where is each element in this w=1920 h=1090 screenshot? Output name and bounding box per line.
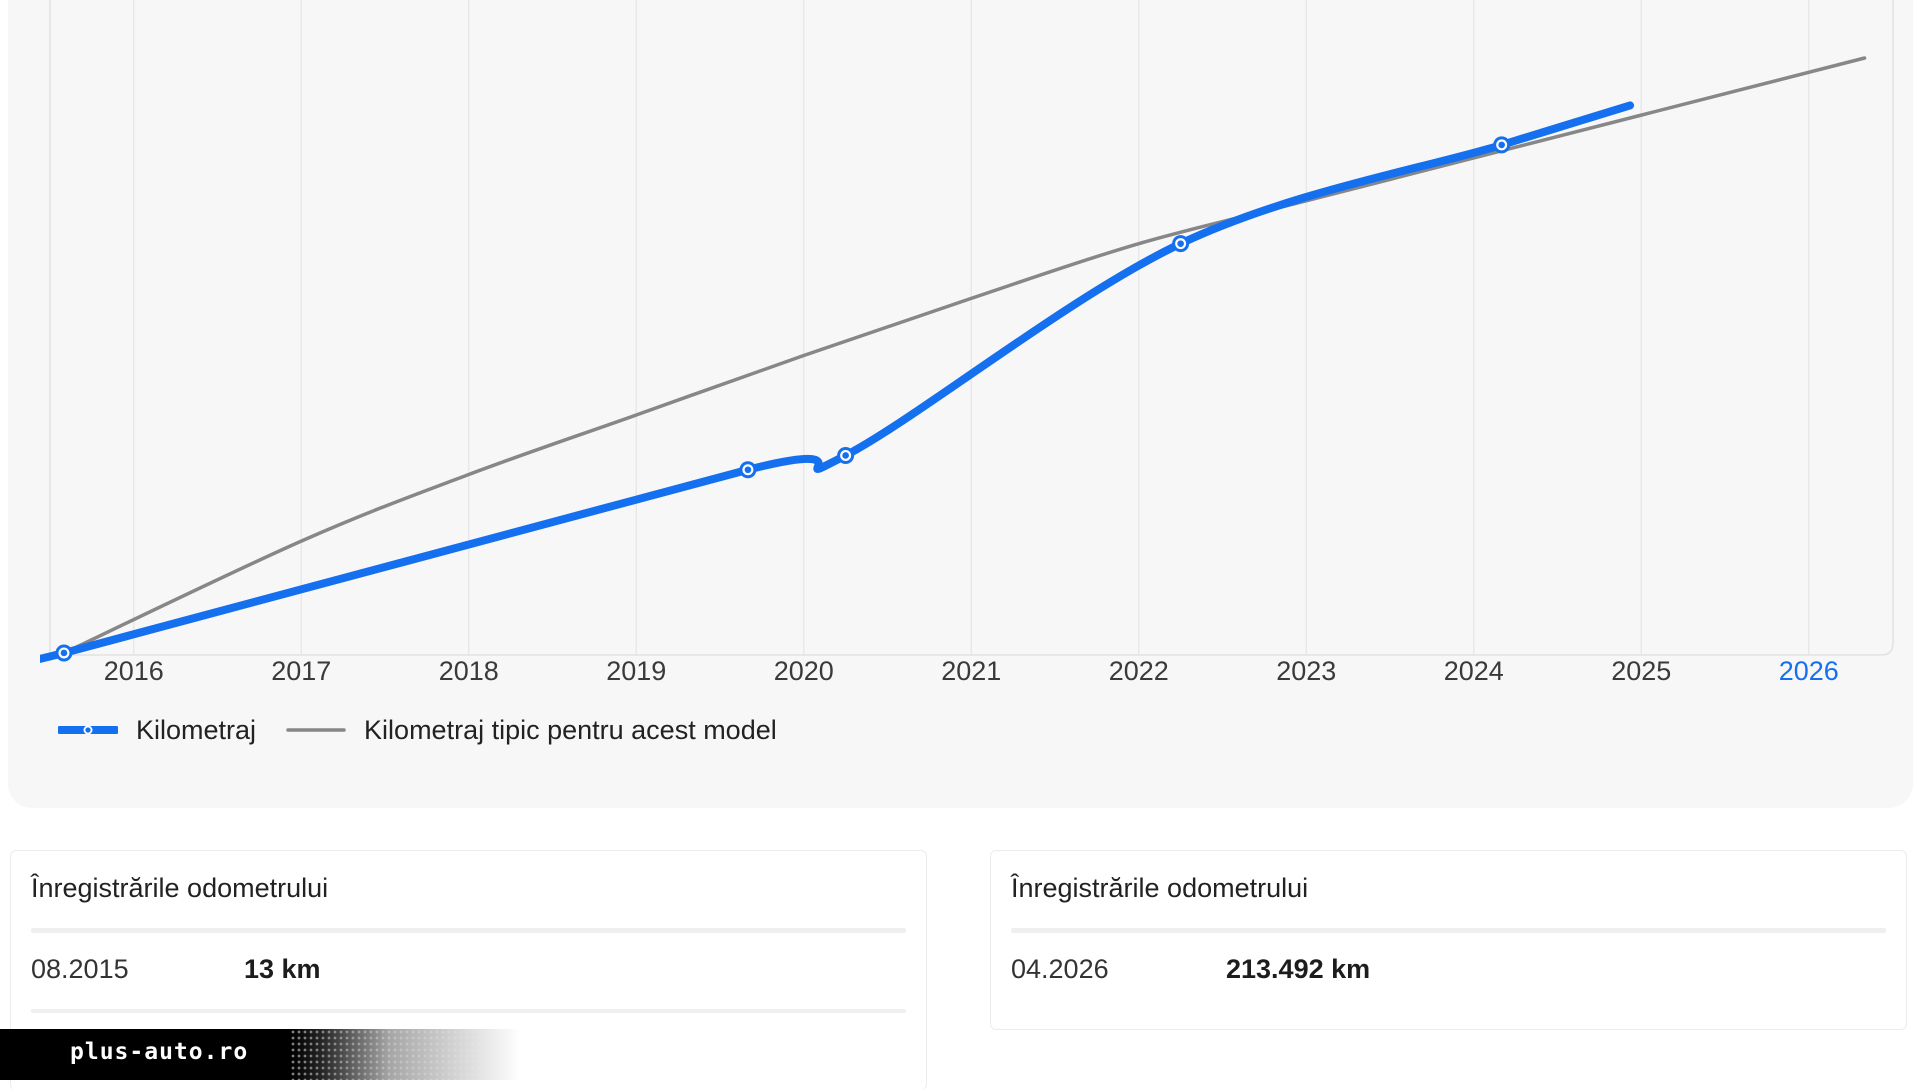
odometer-records-title: Înregistrările odometrului bbox=[1011, 873, 1309, 903]
record-date: 08.2015 bbox=[31, 954, 129, 984]
divider bbox=[31, 1009, 906, 1013]
x-tick-label: 2019 bbox=[606, 656, 666, 686]
x-tick-label: 2024 bbox=[1444, 656, 1504, 686]
x-tick-label: 2025 bbox=[1611, 656, 1671, 686]
site-watermark: plus-auto.ro bbox=[0, 1029, 520, 1080]
x-tick-label: 2016 bbox=[104, 656, 164, 686]
mileage-chart-card: 2016 2017 2018 2019 2020 2021 2022 2023 2024 2025… bbox=[8, 0, 1913, 808]
record-date: 04.2026 bbox=[1011, 954, 1109, 984]
legend-swatch-typical bbox=[286, 728, 346, 732]
x-tick-label: 2023 bbox=[1276, 656, 1336, 686]
odometer-records-title: Înregistrările odometrului bbox=[31, 873, 329, 903]
data-point bbox=[60, 649, 68, 657]
x-tick-label: 2018 bbox=[439, 656, 499, 686]
divider bbox=[1011, 928, 1886, 933]
plot-area bbox=[40, 56, 1867, 663]
watermark-text: plus-auto.ro bbox=[70, 1039, 249, 1065]
x-tick-label: 2026 bbox=[1779, 656, 1839, 686]
series-line-kilometraj bbox=[40, 101, 1635, 663]
x-tick-label: 2017 bbox=[271, 656, 331, 686]
plot-border bbox=[49, 0, 1894, 656]
legend-swatch-kilometraj bbox=[58, 725, 118, 735]
record-mileage: 13 km bbox=[244, 954, 321, 984]
odometer-records-card: Înregistrările odometrului 04.2026 213.4… bbox=[990, 850, 1907, 1030]
legend-label-typical: Kilometraj tipic pentru acest model bbox=[364, 714, 777, 745]
legend-item-typical[interactable]: Kilometraj tipic pentru acest model bbox=[286, 715, 777, 746]
legend-item-kilometraj[interactable]: Kilometraj bbox=[58, 715, 256, 746]
series-line-typical bbox=[62, 56, 1867, 655]
mileage-chart: 2016 2017 2018 2019 2020 2021 2022 2023 2024 2025… bbox=[40, 0, 1894, 686]
watermark-pattern bbox=[290, 1029, 520, 1080]
data-point bbox=[1498, 141, 1505, 149]
data-point bbox=[842, 452, 849, 459]
x-tick-label: 2021 bbox=[941, 656, 1001, 686]
record-mileage: 213.492 km bbox=[1226, 954, 1371, 984]
divider bbox=[31, 928, 906, 933]
x-tick-label: 2022 bbox=[1109, 656, 1169, 686]
legend-label-kilometraj: Kilometraj bbox=[136, 714, 257, 745]
data-point bbox=[744, 466, 752, 474]
chart-legend: Kilometraj Kilometraj tipic pentru acest… bbox=[58, 710, 807, 750]
data-point bbox=[1177, 240, 1184, 247]
x-tick-label: 2020 bbox=[774, 656, 834, 686]
